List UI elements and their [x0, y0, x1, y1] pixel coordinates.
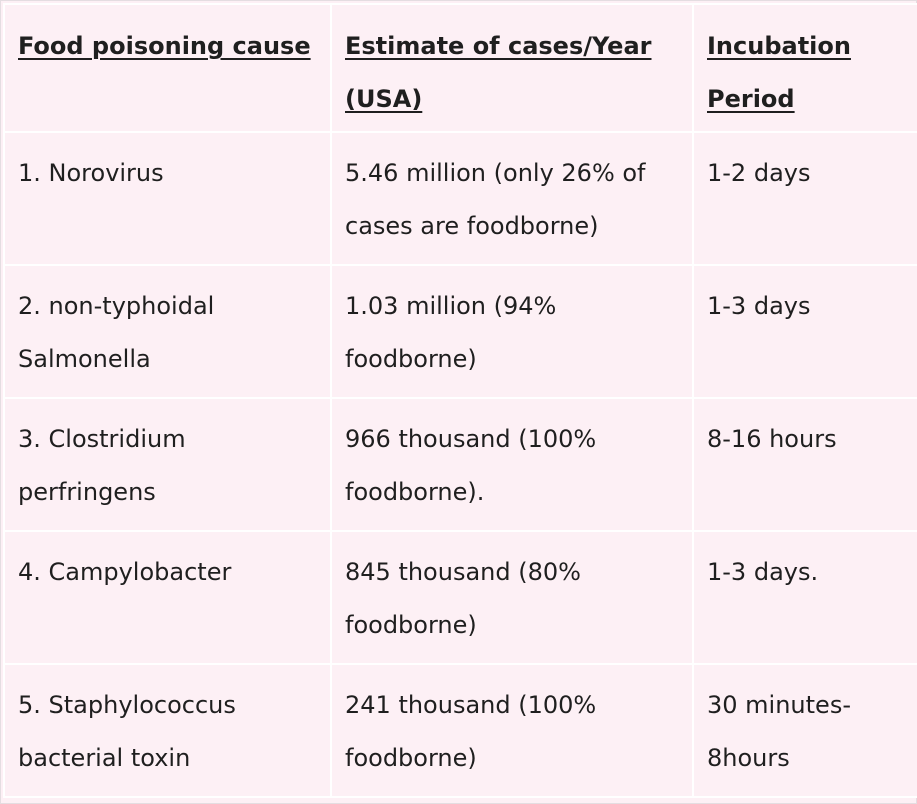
- header-incubation: Incubation Period: [692, 3, 917, 133]
- cell-incubation: 1-2 days: [692, 131, 917, 266]
- cell-cause: 1. Norovirus: [3, 131, 332, 266]
- table-row: 1. Norovirus 5.46 million (only 26% of c…: [3, 131, 917, 266]
- cell-cause: 5. Staphylococcus bacterial toxin: [3, 663, 332, 798]
- cell-estimate: 5.46 million (only 26% of cases are food…: [330, 131, 694, 266]
- header-cause: Food poisoning cause: [3, 3, 332, 133]
- table-row: 3. Clostridium perfringens 966 thousand …: [3, 397, 917, 532]
- table-row: 2. non-typhoidal Salmonella 1.03 million…: [3, 264, 917, 399]
- cell-incubation: 1-3 days.: [692, 530, 917, 665]
- cell-incubation: 1-3 days: [692, 264, 917, 399]
- cell-cause: 2. non-typhoidal Salmonella: [3, 264, 332, 399]
- header-incubation-label: Incubation Period: [707, 32, 851, 113]
- header-estimate-label: Estimate of cases/Year (USA): [345, 32, 652, 113]
- cell-estimate: 845 thousand (80% foodborne): [330, 530, 694, 665]
- cell-estimate: 966 thousand (100% foodborne).: [330, 397, 694, 532]
- cell-incubation: 30 minutes-8hours: [692, 663, 917, 798]
- cell-cause: 3. Clostridium perfringens: [3, 397, 332, 532]
- cell-cause: 4. Campylobacter: [3, 530, 332, 665]
- cell-incubation: 8-16 hours: [692, 397, 917, 532]
- cell-estimate: 241 thousand (100% foodborne): [330, 663, 694, 798]
- food-poisoning-table: Food poisoning cause Estimate of cases/Y…: [3, 3, 917, 798]
- header-estimate: Estimate of cases/Year (USA): [330, 3, 694, 133]
- cell-estimate: 1.03 million (94% foodborne): [330, 264, 694, 399]
- table-header-row: Food poisoning cause Estimate of cases/Y…: [3, 3, 917, 133]
- table-row: 4. Campylobacter 845 thousand (80% foodb…: [3, 530, 917, 665]
- header-cause-label: Food poisoning cause: [18, 32, 311, 60]
- table-row: 5. Staphylococcus bacterial toxin 241 th…: [3, 663, 917, 798]
